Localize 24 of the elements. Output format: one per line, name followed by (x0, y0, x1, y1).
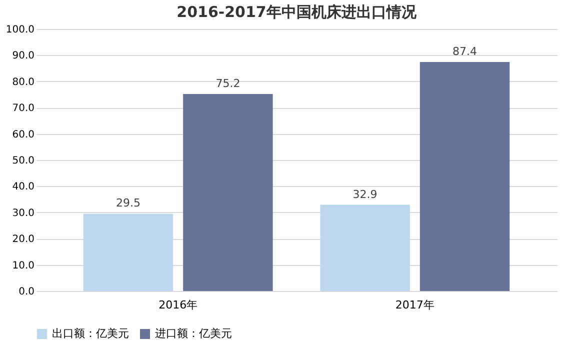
y-tick-label: 60.0 (12, 129, 34, 140)
data-label: 29.5 (116, 196, 140, 210)
y-tick-label: 70.0 (12, 103, 34, 114)
bar (320, 204, 410, 291)
x-tick-label: 2017年 (395, 298, 434, 312)
bar (83, 214, 174, 291)
y-tick-label: 10.0 (12, 260, 34, 272)
bar (420, 62, 510, 291)
data-label: 32.9 (352, 188, 378, 201)
y-tick-label: 50.0 (12, 156, 34, 166)
y-tick-label: 20.0 (12, 234, 34, 246)
data-label: 87.4 (452, 45, 478, 58)
bar (183, 94, 273, 291)
y-tick-label: 80.0 (12, 76, 34, 88)
legend-label: 出口额：亿美元 (52, 327, 129, 340)
y-tick-label: 40.0 (12, 182, 34, 193)
chart-title: 2016-2017年中国机床进出口情况 (176, 3, 418, 21)
y-tick-label: 0.0 (18, 286, 34, 298)
y-tick-label: 100.0 (6, 24, 34, 36)
data-label: 75.2 (216, 76, 240, 90)
y-tick-label: 30.0 (12, 208, 34, 219)
y-tick-label: 90.0 (12, 50, 34, 62)
x-tick-label: 2016年 (158, 298, 198, 312)
legend-label: 进口额：亿美元 (155, 327, 232, 340)
